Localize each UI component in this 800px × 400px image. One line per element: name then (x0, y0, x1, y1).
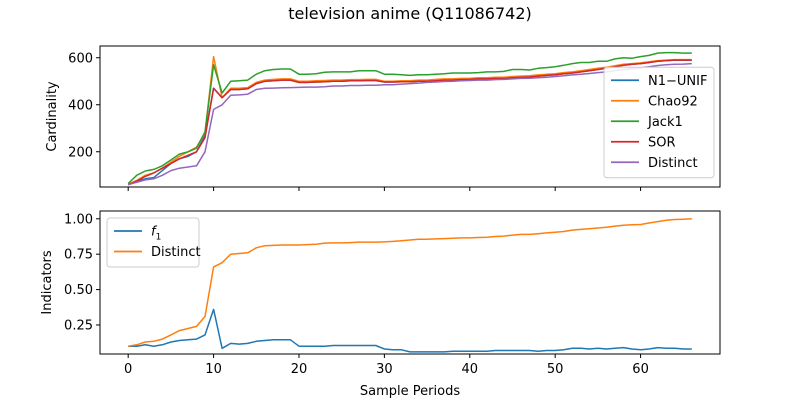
y-axis-label: Cardinality (45, 81, 60, 152)
y-tick-label: 200 (68, 145, 93, 160)
y-tick-label: 0.25 (64, 318, 93, 333)
series-line-distinct (127, 62, 692, 186)
legend-label: f1 (151, 225, 161, 243)
x-tick-label: 0 (124, 362, 132, 377)
x-tick-label: 10 (205, 362, 222, 377)
legend: f1 Distinct (106, 217, 201, 268)
x-axis-label: Sample Periods (360, 384, 460, 399)
legend-label: N1−UNIF (648, 74, 707, 89)
plot-frame (99, 45, 721, 188)
x-tick-label: 50 (547, 362, 564, 377)
legend-label: Distinct (648, 156, 698, 171)
series-line-f- (128, 308, 692, 353)
legend: N1−UNIF Chao92 Jack1 SOR Distinct (603, 66, 715, 179)
legend-label: Distinct (151, 245, 201, 260)
y-tick-label: 400 (68, 98, 93, 113)
y-tick-label: 0.50 (64, 283, 93, 298)
legend-label: Jack1 (647, 115, 683, 130)
chart-title: television anime (Q11086742) (288, 4, 532, 23)
series-line-sor (127, 59, 692, 186)
x-tick-label: 40 (462, 362, 479, 377)
indicators-panel: 0 10 20 30 40 50 60 0.25 0.50 0.75 1.00 Indicators S… (40, 210, 721, 399)
legend-label: Chao92 (648, 94, 698, 109)
y-axis-label: Indicators (40, 250, 55, 314)
x-tick-label: 60 (632, 362, 649, 377)
plot-frame (99, 210, 721, 355)
y-tick-label: 600 (68, 51, 93, 66)
series-line-jack1 (127, 51, 692, 185)
legend-box (603, 66, 715, 179)
x-tick-label: 30 (376, 362, 393, 377)
cardinality-panel: 200 400 600 Cardinality N1−UNIF Chao92 Jack1 SO… (45, 45, 721, 191)
x-tick-label: 20 (291, 362, 308, 377)
legend-label: SOR (648, 135, 676, 150)
y-tick-label: 0.75 (64, 248, 93, 263)
y-tick-label: 1.00 (64, 212, 93, 227)
series-line-distinct (128, 218, 692, 347)
